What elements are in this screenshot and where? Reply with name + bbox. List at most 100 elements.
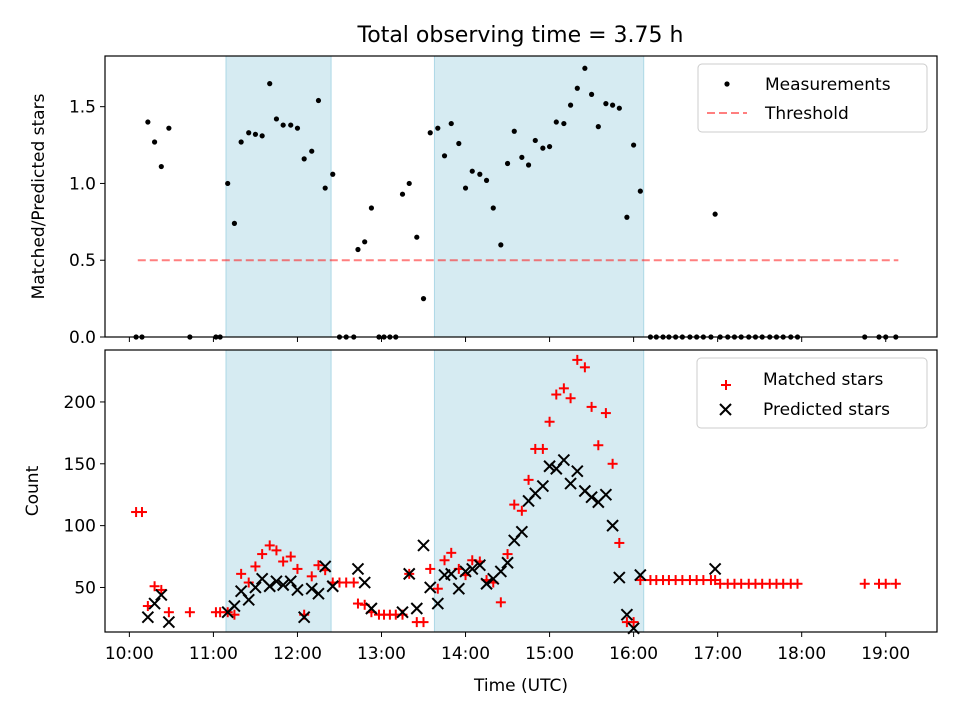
legend-predicted-marker: [719, 403, 732, 416]
measurement-point: [448, 120, 454, 127]
measurement-point: [490, 205, 496, 211]
top-plot: 0.0 0.5 1.0 1.5 Matched/Predicted stars Mea…: [29, 55, 938, 348]
predicted-point: [263, 580, 276, 593]
measurement-point: [588, 91, 595, 97]
y-tick-label: 1.0: [69, 174, 96, 194]
predicted-point: [242, 593, 255, 607]
measurement-point: [540, 145, 546, 151]
measurement-point: [294, 125, 301, 131]
measurement-point: [252, 131, 259, 137]
measurement-point: [519, 154, 525, 160]
matched-point: [537, 443, 548, 454]
predicted-point: [543, 460, 556, 473]
matched-point: [551, 389, 562, 400]
matched-point: [600, 408, 611, 419]
matched-point: [565, 393, 576, 404]
predicted-point: [494, 565, 508, 578]
measurement-point: [322, 185, 328, 191]
matched-point: [607, 458, 618, 469]
predicted-point: [148, 597, 161, 610]
predicted-point: [162, 615, 176, 629]
predicted-point: [141, 610, 155, 624]
y-tick-label: 0.5: [69, 251, 96, 271]
predicted-point: [284, 575, 297, 588]
matched-point: [352, 598, 363, 609]
matched-point: [628, 617, 639, 628]
matched-point: [278, 556, 289, 567]
matched-point: [890, 578, 901, 589]
measurement-point: [158, 163, 164, 170]
predicted-point: [270, 575, 283, 588]
predicted-point: [557, 453, 571, 467]
predicted-point: [585, 490, 598, 504]
y-tick-label: 1.5: [69, 98, 96, 118]
measurement-point: [637, 188, 643, 194]
measurement-point: [532, 137, 538, 144]
measurement-point: [595, 124, 601, 130]
measurement-point: [462, 185, 469, 191]
measurement-point: [166, 125, 172, 131]
matched-point: [418, 617, 429, 628]
legend-predicted-label: Predicted stars: [763, 400, 890, 420]
measurement-point: [145, 119, 151, 125]
predicted-point: [515, 525, 529, 539]
matched-point: [710, 575, 721, 586]
matched-point: [572, 354, 583, 365]
measurement-point: [504, 160, 511, 167]
measurement-point: [631, 142, 637, 148]
y-tick-label: 150: [64, 455, 96, 475]
legend-matched-label: Matched stars: [763, 370, 883, 390]
measurement-point: [414, 234, 420, 240]
matched-point: [257, 549, 268, 560]
measurement-point: [435, 125, 441, 131]
measurement-point: [301, 156, 307, 162]
measurement-point: [477, 171, 483, 177]
measurement-point: [511, 128, 517, 134]
measurement-point: [288, 122, 294, 128]
measurement-point: [603, 101, 609, 107]
measurement-point: [315, 97, 322, 104]
predicted-point: [417, 539, 430, 552]
matched-point: [149, 581, 160, 592]
predicted-point: [326, 580, 339, 593]
predicted-point: [358, 576, 371, 589]
predicted-point: [365, 602, 378, 615]
predicted-point: [396, 606, 409, 619]
predicted-point: [403, 567, 416, 581]
predicted-point: [473, 559, 487, 572]
measurement-point: [238, 139, 244, 145]
measurement-point: [525, 162, 532, 168]
matched-point: [495, 597, 506, 608]
measurement-point: [309, 148, 315, 154]
measurement-point: [259, 133, 265, 139]
matched-point: [236, 568, 247, 579]
matched-point: [285, 551, 296, 562]
x-tick-label: 10:00: [105, 644, 154, 664]
shaded-interval: [225, 349, 332, 633]
matched-point: [516, 505, 527, 516]
measurement-point: [406, 180, 412, 187]
measurement-point: [151, 139, 158, 145]
x-axis-label: Time (UTC): [473, 676, 568, 696]
matched-point: [163, 607, 174, 618]
matched-point: [156, 584, 167, 595]
measurement-point: [574, 85, 580, 91]
predicted-point: [501, 556, 514, 569]
legend-matched-marker: [721, 380, 731, 390]
predicted-point: [466, 562, 479, 576]
predicted-point: [480, 577, 493, 590]
matched-point: [250, 561, 261, 572]
matched-point: [313, 560, 324, 571]
matched-point: [544, 416, 555, 427]
predicted-point: [606, 519, 619, 532]
y-tick-label: 0.0: [69, 328, 96, 348]
matched-point: [593, 440, 604, 451]
predicted-point: [634, 568, 647, 582]
shaded-interval: [433, 55, 645, 338]
predicted-point: [536, 479, 550, 493]
measurement-point: [267, 81, 273, 87]
matched-point: [184, 607, 195, 618]
measurement-point: [483, 177, 490, 183]
matched-point: [586, 401, 597, 412]
predicted-point: [708, 562, 722, 576]
